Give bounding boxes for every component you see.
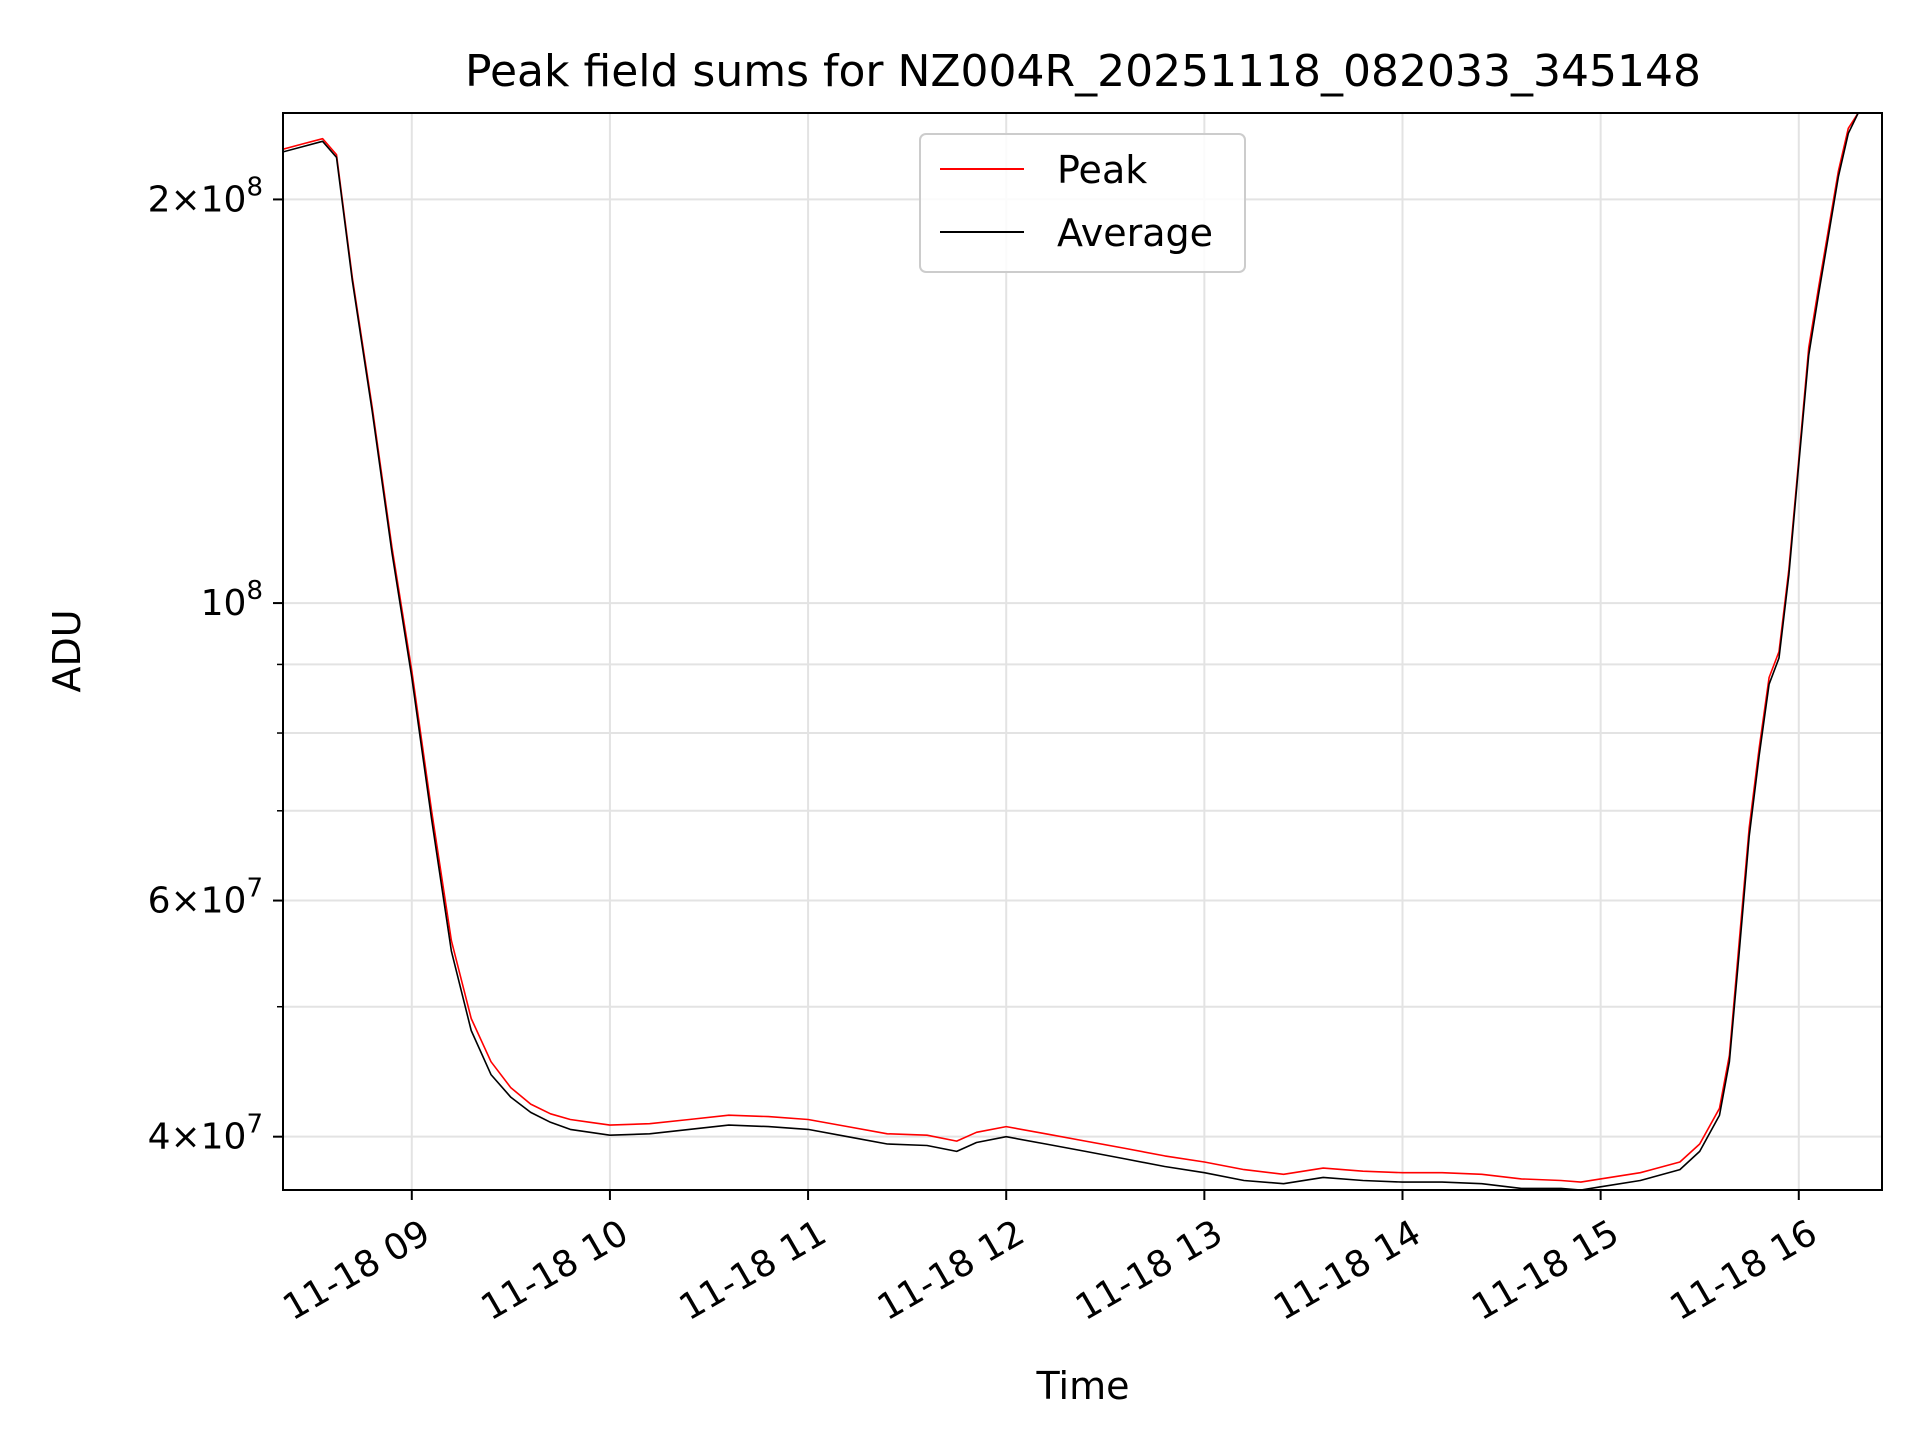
series-line-average bbox=[283, 113, 1859, 1190]
series-line-peak bbox=[283, 113, 1859, 1183]
x-axis-label: Time bbox=[1036, 1364, 1130, 1408]
y-tick-label: 2×108 bbox=[148, 172, 263, 220]
plot-frame bbox=[282, 112, 1883, 1191]
series-layer bbox=[283, 113, 1859, 1190]
grid bbox=[283, 113, 1882, 1190]
y-axis: 4×107 6×107 108 2×108 bbox=[148, 172, 283, 1158]
y-tick-label: 108 bbox=[201, 576, 263, 624]
chart-title: Peak field sums for NZ004R_20251118_0820… bbox=[465, 46, 1701, 97]
legend-label-average: Average bbox=[1057, 211, 1213, 255]
legend: Peak Average bbox=[919, 133, 1246, 273]
legend-label-peak: Peak bbox=[1057, 148, 1147, 192]
y-tick-label: 4×107 bbox=[148, 1110, 263, 1158]
y-axis-label: ADU bbox=[45, 609, 89, 692]
y-tick-label: 6×107 bbox=[148, 874, 263, 922]
